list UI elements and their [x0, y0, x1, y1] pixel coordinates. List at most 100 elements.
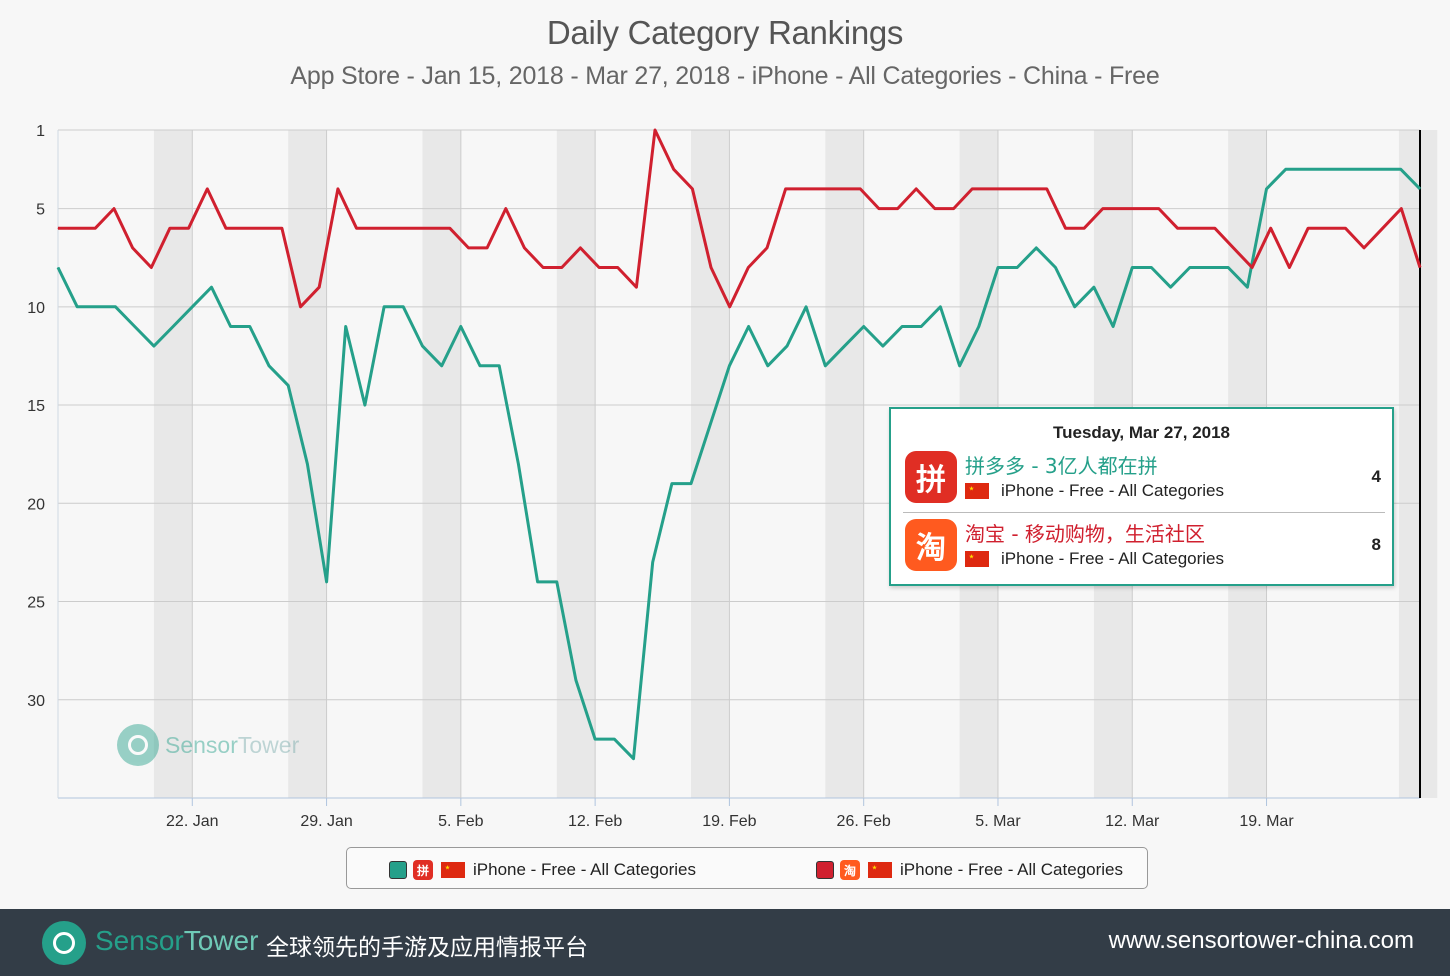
data-point — [1158, 208, 1160, 210]
tooltip-app-sub: iPhone - Free - All Categories — [965, 549, 1224, 569]
series-line-1 — [58, 128, 1422, 309]
data-point — [594, 738, 596, 740]
tooltip-row-pinduoduo: 拼 拼多多 - 3亿人都在拼 iPhone - Free - All Categ… — [903, 451, 1381, 509]
weekend-band — [825, 130, 864, 798]
x-tick-label: 12. Feb — [568, 813, 622, 830]
data-point — [1251, 267, 1253, 268]
x-tick-label: 22. Jan — [166, 813, 218, 830]
data-point — [1150, 267, 1152, 268]
legend-swatch-red — [816, 861, 834, 879]
data-point — [561, 267, 563, 268]
data-point — [859, 188, 861, 190]
data-point — [537, 581, 539, 583]
data-point — [430, 227, 432, 229]
data-point — [786, 345, 788, 347]
data-point — [191, 306, 193, 308]
data-point — [1016, 267, 1018, 268]
data-point — [1400, 168, 1402, 170]
data-point — [287, 384, 289, 386]
data-point — [997, 267, 999, 268]
data-point — [822, 188, 824, 190]
data-point — [1170, 286, 1172, 288]
y-tick-label: 25 — [27, 595, 45, 612]
footer-brand-part1: Sensor — [95, 925, 184, 956]
data-point — [613, 738, 615, 740]
data-point — [1195, 227, 1197, 229]
data-point — [383, 306, 385, 308]
data-point — [934, 208, 936, 210]
data-point — [1112, 326, 1114, 327]
data-point — [318, 286, 320, 288]
data-point — [1055, 267, 1056, 268]
data-point — [1382, 227, 1384, 229]
data-point — [671, 483, 673, 485]
data-point — [1027, 188, 1029, 190]
data-point — [579, 247, 581, 249]
footer-url[interactable]: www.sensortower-china.com — [1108, 927, 1414, 954]
data-point — [785, 188, 787, 190]
taobao-icon: 淘 — [840, 860, 860, 880]
data-point — [1208, 267, 1210, 268]
data-point — [1065, 227, 1066, 229]
data-point — [1419, 188, 1421, 190]
china-flag-icon — [868, 862, 892, 878]
tooltip-app-name: 拼多多 - 3亿人都在拼 — [965, 454, 1158, 478]
footer-brand-part2: Tower — [183, 925, 259, 956]
data-point — [901, 326, 903, 327]
data-point — [1035, 247, 1037, 249]
x-tick-label: 19. Feb — [702, 813, 756, 830]
data-point — [132, 247, 134, 249]
data-point — [882, 345, 884, 347]
grid-lines — [57, 129, 1421, 806]
data-point — [76, 306, 78, 308]
watermark-text-1: Sensor — [165, 731, 238, 758]
data-point — [805, 306, 807, 308]
china-flag-icon — [441, 862, 465, 878]
data-point — [364, 404, 366, 406]
data-point — [747, 267, 749, 268]
data-point — [113, 208, 115, 210]
data-point — [1326, 227, 1328, 229]
data-point — [617, 267, 619, 268]
hover-tooltip: Tuesday, Mar 27, 2018 拼 拼多多 - 3亿人都在拼 iPh… — [889, 407, 1394, 586]
data-point — [1009, 188, 1010, 190]
x-axis: 22. Jan 29. Jan 5. Feb 12. Feb 19. Feb 26. Fe… — [166, 813, 1294, 830]
legend-item-taobao[interactable]: 淘 iPhone - Free - All Categories — [816, 859, 1123, 881]
tooltip-rank: 4 — [1371, 467, 1381, 486]
footer-brand: SensorTower — [95, 925, 258, 957]
data-point — [1189, 267, 1191, 268]
data-point — [709, 424, 711, 426]
tooltip-date: Tuesday, Mar 27, 2018 — [1052, 423, 1231, 442]
y-tick-label: 15 — [27, 398, 45, 415]
data-point — [1074, 306, 1076, 308]
legend-item-pinduoduo[interactable]: 拼 iPhone - Free - All Categories — [389, 859, 696, 881]
chart-title: Daily Category Rankings — [546, 14, 904, 51]
data-point — [691, 188, 693, 190]
data-point — [1363, 247, 1365, 249]
data-point — [673, 168, 675, 170]
data-point — [990, 188, 992, 190]
data-point — [498, 365, 500, 367]
tooltip-rank: 8 — [1371, 535, 1381, 554]
data-point — [1381, 168, 1383, 170]
sensortower-logo-icon — [42, 921, 86, 965]
data-point — [356, 227, 357, 229]
data-point — [971, 188, 973, 190]
data-point — [915, 188, 917, 190]
y-tick-label: 30 — [27, 693, 45, 710]
data-point — [690, 483, 692, 485]
data-point — [1307, 227, 1309, 229]
data-point — [959, 365, 961, 367]
china-flag-icon — [965, 483, 989, 499]
data-point — [115, 306, 116, 308]
data-point — [1093, 286, 1095, 288]
data-point — [1270, 227, 1272, 229]
data-point — [844, 345, 845, 347]
data-point — [1046, 188, 1048, 190]
data-point — [1362, 168, 1363, 170]
data-point — [225, 227, 227, 229]
data-point — [468, 247, 469, 249]
data-point — [920, 326, 922, 327]
data-point — [1121, 208, 1122, 210]
data-point — [150, 267, 152, 268]
